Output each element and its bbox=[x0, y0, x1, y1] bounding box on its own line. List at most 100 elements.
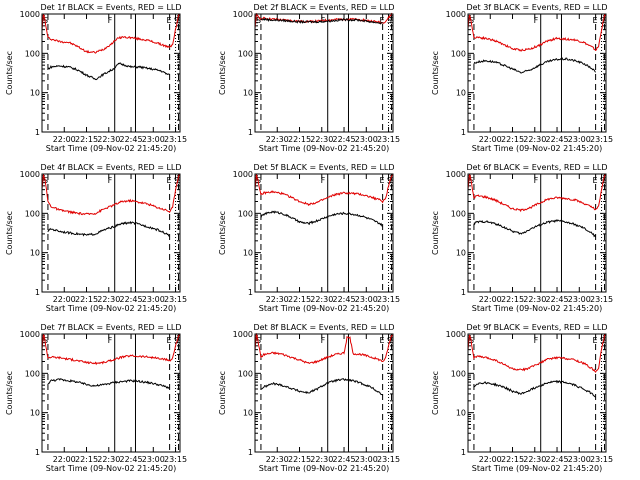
plot-frame bbox=[254, 13, 394, 133]
marker-letter: F bbox=[321, 176, 326, 185]
y-tick-label: 1 bbox=[461, 128, 466, 137]
panel-title: Det 8f BLACK = Events, RED = LLD bbox=[253, 323, 394, 332]
series-line-events bbox=[47, 220, 170, 237]
y-tick-label: 100 bbox=[238, 369, 253, 378]
marker-letter: E bbox=[167, 16, 172, 25]
x-tick-label: 23:00 bbox=[568, 295, 591, 304]
y-tick-label: 10 bbox=[30, 89, 40, 98]
marker-letter: F bbox=[321, 336, 326, 345]
x-tick-label: 22:45 bbox=[333, 135, 356, 144]
y-tick-label: 100 bbox=[238, 49, 253, 58]
x-tick-label: 23:00 bbox=[355, 135, 378, 144]
panel-2: Det 2f BLACK = Events, RED = LLD Counts/s… bbox=[218, 3, 400, 153]
x-tick-label: 23:15 bbox=[590, 295, 613, 304]
x-tick-label: 23:15 bbox=[377, 135, 400, 144]
y-tick-label: 10 bbox=[243, 409, 253, 418]
x-tick-label: 22:00 bbox=[479, 455, 502, 464]
marker-letter: E bbox=[380, 176, 385, 185]
x-tick-label: 22:30 bbox=[523, 295, 546, 304]
x-tick-label: 22:15 bbox=[501, 135, 524, 144]
x-tick-label: 22:00 bbox=[53, 455, 76, 464]
y-tick-label: 100 bbox=[25, 209, 40, 218]
y-axis-label: Counts/sec bbox=[5, 51, 14, 95]
y-tick-label: 10 bbox=[30, 409, 40, 418]
x-tick-label: 23:15 bbox=[377, 455, 400, 464]
y-tick-label: 10 bbox=[30, 249, 40, 258]
y-tick-label: 1000 bbox=[20, 330, 40, 339]
plot-frame bbox=[41, 13, 181, 133]
series-line-lld bbox=[467, 173, 607, 213]
x-tick-label: 23:15 bbox=[590, 135, 613, 144]
y-tick-label: 1000 bbox=[233, 170, 253, 179]
marker-letter: S bbox=[43, 336, 48, 345]
x-tick-label: 22:45 bbox=[333, 295, 356, 304]
y-tick-label: 1000 bbox=[446, 10, 466, 19]
x-tick-label: 22:15 bbox=[288, 295, 311, 304]
panel-title: Det 7f BLACK = Events, RED = LLD bbox=[40, 323, 181, 332]
x-tick-label: 22:15 bbox=[75, 135, 98, 144]
marker-letter: S bbox=[174, 336, 179, 345]
series-line-events bbox=[473, 379, 596, 398]
x-tick-label: 23:00 bbox=[142, 135, 165, 144]
x-tick-label: 22:00 bbox=[479, 135, 502, 144]
x-axis-label: Start Time (09-Nov-02 21:45:20) bbox=[472, 464, 602, 473]
panel-6: Det 6f BLACK = Events, RED = LLD Counts/s… bbox=[431, 163, 613, 313]
y-axis-label: Counts/sec bbox=[218, 371, 227, 415]
x-tick-label: 22:30 bbox=[266, 295, 289, 304]
marker-letter: S bbox=[387, 176, 392, 185]
x-tick-label: 23:00 bbox=[568, 455, 591, 464]
marker-letter: E bbox=[380, 336, 385, 345]
x-tick-label: 22:45 bbox=[546, 135, 569, 144]
x-tick-label: 22:30 bbox=[97, 135, 120, 144]
x-tick-label: 22:45 bbox=[333, 455, 356, 464]
x-tick-label: 23:00 bbox=[355, 295, 378, 304]
marker-letter: S bbox=[174, 176, 179, 185]
x-tick-label: 22:00 bbox=[53, 135, 76, 144]
x-tick-label: 23:00 bbox=[568, 135, 591, 144]
series-line-lld bbox=[467, 13, 607, 52]
panel-title: Det 2f BLACK = Events, RED = LLD bbox=[253, 3, 394, 12]
panel-4: Det 4f BLACK = Events, RED = LLD Counts/s… bbox=[5, 163, 187, 313]
panel-7: Det 7f BLACK = Events, RED = LLD Counts/s… bbox=[5, 323, 187, 473]
x-tick-label: 23:15 bbox=[377, 295, 400, 304]
panel-9: Det 9f BLACK = Events, RED = LLD Counts/s… bbox=[431, 323, 613, 473]
panel-5: Det 5f BLACK = Events, RED = LLD Counts/s… bbox=[218, 163, 400, 313]
x-tick-label: 22:30 bbox=[523, 455, 546, 464]
x-tick-label: 22:30 bbox=[523, 135, 546, 144]
panel-title: Det 5f BLACK = Events, RED = LLD bbox=[253, 163, 394, 172]
plot-frame bbox=[467, 13, 607, 133]
x-axis-label: Start Time (09-Nov-02 21:45:20) bbox=[259, 144, 389, 153]
plot-frame bbox=[254, 333, 394, 453]
x-tick-label: 22:30 bbox=[266, 455, 289, 464]
plot-frame bbox=[467, 333, 607, 453]
x-tick-label: 22:15 bbox=[75, 295, 98, 304]
y-tick-label: 1 bbox=[35, 128, 40, 137]
marker-letter: S bbox=[174, 16, 179, 25]
y-axis-label: Counts/sec bbox=[5, 371, 14, 415]
y-axis-label: Counts/sec bbox=[431, 51, 440, 95]
x-tick-label: 22:45 bbox=[120, 455, 143, 464]
panel-1: Det 1f BLACK = Events, RED = LLD Counts/s… bbox=[5, 3, 187, 153]
x-tick-label: 23:15 bbox=[164, 295, 187, 304]
y-tick-label: 10 bbox=[456, 89, 466, 98]
x-axis-label: Start Time (09-Nov-02 21:45:20) bbox=[472, 304, 602, 313]
series-line-events bbox=[260, 210, 383, 227]
x-axis-label: Start Time (09-Nov-02 21:45:20) bbox=[46, 304, 176, 313]
series-line-events bbox=[260, 17, 383, 25]
y-axis-label: Counts/sec bbox=[431, 211, 440, 255]
y-tick-label: 1 bbox=[461, 288, 466, 297]
x-axis-label: Start Time (09-Nov-02 21:45:20) bbox=[472, 144, 602, 153]
x-tick-label: 22:30 bbox=[310, 135, 333, 144]
x-tick-label: 22:15 bbox=[75, 455, 98, 464]
series-line-events bbox=[473, 219, 597, 238]
plot-frame bbox=[41, 173, 181, 293]
y-tick-label: 100 bbox=[25, 49, 40, 58]
x-tick-label: 22:15 bbox=[288, 455, 311, 464]
x-tick-label: 22:15 bbox=[501, 455, 524, 464]
y-tick-label: 1000 bbox=[446, 170, 466, 179]
series-line-lld bbox=[467, 333, 607, 373]
marker-letter: F bbox=[534, 176, 539, 185]
panel-title: Det 1f BLACK = Events, RED = LLD bbox=[40, 3, 181, 12]
x-tick-label: 23:15 bbox=[164, 455, 187, 464]
